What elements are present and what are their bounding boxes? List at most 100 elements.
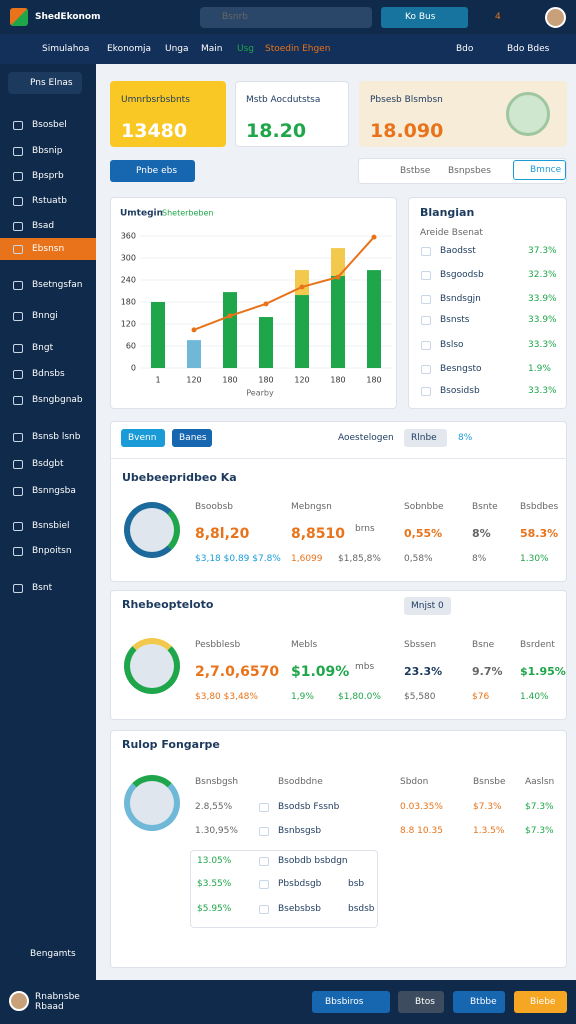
icon bbox=[259, 827, 269, 836]
avatar[interactable] bbox=[545, 7, 566, 28]
list-name: Bsndsgjn bbox=[440, 294, 481, 304]
cell: $1.95% bbox=[520, 665, 566, 678]
kpi-card bbox=[110, 81, 226, 147]
x-tick-label: 180 bbox=[366, 376, 381, 385]
x-tick-label: 120 bbox=[186, 376, 201, 385]
filter-button[interactable] bbox=[110, 160, 195, 182]
column-header: Bsodbdne bbox=[278, 777, 323, 787]
panel-select[interactable] bbox=[404, 597, 451, 615]
sidebar-item: Bsosbel bbox=[32, 120, 67, 130]
column-header: Sobnbbe bbox=[404, 502, 444, 512]
nav-item: Unga bbox=[165, 44, 189, 54]
icon bbox=[259, 905, 269, 914]
top-button[interactable] bbox=[381, 7, 468, 28]
cell: 8,8l,20 bbox=[195, 526, 250, 542]
icon bbox=[13, 584, 23, 593]
cell: 8% bbox=[472, 554, 487, 564]
cell: 0,55% bbox=[404, 527, 443, 540]
sidebar-item: Bsetngsfan bbox=[32, 280, 83, 290]
panel bbox=[110, 421, 567, 582]
icon bbox=[13, 147, 23, 156]
x-tick-label: 120 bbox=[294, 376, 309, 385]
cell: 23.3% bbox=[404, 665, 443, 678]
column-header: Bsbdbes bbox=[520, 502, 559, 512]
list-value: 1.9% bbox=[528, 364, 551, 374]
cell: 8.8 10.35 bbox=[400, 826, 443, 836]
sidebar-item: Ebsnsn bbox=[32, 244, 65, 254]
toolbar-button[interactable] bbox=[121, 429, 165, 447]
icon bbox=[259, 803, 269, 812]
sidebar-item: Bsad bbox=[32, 221, 55, 231]
y-tick-label: 240 bbox=[121, 276, 136, 285]
bar bbox=[331, 275, 345, 368]
cell: bsb bbox=[348, 879, 365, 889]
cell: 8,8510 bbox=[291, 526, 346, 542]
list-value: 32.3% bbox=[528, 270, 557, 280]
line bbox=[193, 236, 375, 331]
cell: $7.3% bbox=[525, 826, 554, 836]
cell: 13.05% bbox=[197, 856, 232, 866]
icon bbox=[13, 433, 23, 442]
nav-item: Usg bbox=[237, 44, 254, 54]
select-label: Mnjst 0 bbox=[411, 601, 444, 611]
icon bbox=[421, 365, 431, 374]
cell: 8% bbox=[472, 527, 491, 540]
kpi-card bbox=[235, 81, 349, 147]
cell: $3,18 $0.89 $7.8% bbox=[195, 554, 281, 564]
nav-item: Stoedin Ehgen bbox=[265, 44, 331, 54]
y-tick-label: 360 bbox=[121, 232, 136, 241]
filter-action[interactable] bbox=[513, 160, 566, 180]
cell: 1.3.5% bbox=[473, 826, 505, 836]
column-header: Pesbblesb bbox=[195, 640, 241, 650]
avatar bbox=[506, 92, 550, 136]
toolbar-select[interactable] bbox=[404, 429, 447, 447]
sidebar-item: Bpsprb bbox=[32, 171, 64, 181]
cell-note: brns bbox=[355, 524, 375, 534]
sidebar-search[interactable] bbox=[8, 72, 82, 94]
cell: $5.95% bbox=[197, 904, 232, 914]
button-label: Bvenn bbox=[128, 433, 157, 443]
y-tick-label: 0 bbox=[131, 364, 136, 373]
logo: ShedEkonom bbox=[35, 12, 101, 22]
icon bbox=[421, 271, 431, 280]
cell: $3,80 $3,48% bbox=[195, 692, 258, 702]
cell: Bsobdb bsbdgn bbox=[278, 856, 348, 866]
bottom-button[interactable] bbox=[312, 991, 390, 1013]
sidebar-item: Bsnsb lsnb bbox=[32, 432, 81, 442]
sidebar-item: Bbsnip bbox=[32, 146, 63, 156]
user-name: Rnabnsbe bbox=[35, 992, 80, 1002]
line-point bbox=[227, 313, 233, 319]
toolbar-label: Aoestelogen bbox=[338, 433, 394, 443]
cell: bsdsb bbox=[348, 904, 375, 914]
bottom-button[interactable] bbox=[398, 991, 444, 1013]
list-subtitle: Areide Bsenat bbox=[420, 228, 483, 238]
toolbar-button[interactable] bbox=[172, 429, 212, 447]
list-name: Bsosidsb bbox=[440, 386, 480, 396]
bottom-button[interactable] bbox=[514, 991, 567, 1013]
icon bbox=[13, 245, 23, 254]
icon bbox=[421, 247, 431, 256]
column-header: Bsrdent bbox=[520, 640, 555, 650]
cell: 2,7.0,6570 bbox=[195, 664, 280, 680]
line-point bbox=[263, 301, 269, 307]
search-box[interactable] bbox=[200, 7, 372, 28]
kpi-value: 18.20 bbox=[246, 120, 307, 142]
divider bbox=[110, 458, 567, 459]
tab: Bsnpsbes bbox=[448, 166, 491, 176]
select-label: Rlnbe bbox=[411, 433, 437, 443]
icon bbox=[13, 121, 23, 130]
line-point bbox=[299, 284, 305, 290]
nav-item: Ekonomja bbox=[107, 44, 152, 54]
list-value: 33.9% bbox=[528, 294, 557, 304]
cell: $3.55% bbox=[197, 879, 232, 889]
cell: $7.3% bbox=[525, 802, 554, 812]
sidebar-item: Bnpoitsn bbox=[32, 546, 72, 556]
line-point bbox=[371, 234, 377, 240]
bottom-button[interactable] bbox=[453, 991, 505, 1013]
logo-icon bbox=[10, 8, 28, 26]
donut bbox=[124, 638, 180, 694]
cell: $1.09% bbox=[291, 664, 350, 680]
icon bbox=[421, 316, 431, 325]
column-header: Sbssen bbox=[404, 640, 437, 650]
icon bbox=[259, 857, 269, 866]
